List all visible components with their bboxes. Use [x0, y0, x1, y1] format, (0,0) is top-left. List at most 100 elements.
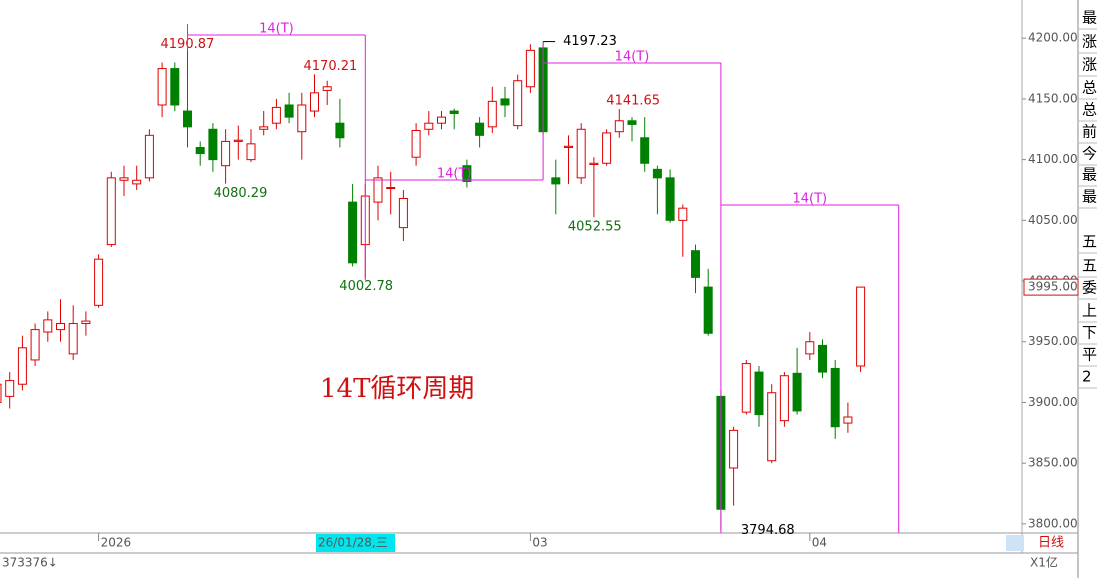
y-tick-label: 3900.00 — [1028, 395, 1078, 409]
candle-body — [779, 375, 789, 422]
panel-text: 2 — [1082, 368, 1092, 386]
candle-body — [652, 168, 662, 179]
candle-body — [754, 371, 764, 416]
candle-body — [68, 323, 78, 355]
candle-body — [297, 104, 307, 133]
y-tick-label: 3950.00 — [1028, 334, 1078, 348]
panel-text: 最 — [1082, 188, 1097, 206]
cycle-label: 14(T) — [259, 22, 294, 37]
candle-body — [437, 116, 446, 124]
candle-body — [5, 380, 15, 397]
candle-body — [703, 286, 713, 334]
candle-body — [322, 86, 332, 91]
candle-body — [691, 250, 700, 278]
candle-body — [792, 372, 802, 412]
last-price-box — [1023, 278, 1079, 296]
panel-text: 五 — [1082, 233, 1097, 251]
candle-body — [17, 347, 27, 385]
candle-body — [221, 140, 231, 167]
candle-body — [449, 110, 459, 114]
price-label: 4080.29 — [214, 186, 268, 201]
candle-body — [259, 126, 269, 130]
panel-text: 总 — [1082, 79, 1097, 97]
x-tick-label: 2026 — [101, 536, 132, 550]
volume-label: 373376↓ — [2, 556, 58, 570]
candle-body — [157, 68, 167, 106]
y-tick-label: 4150.00 — [1028, 91, 1078, 105]
y-tick-label: 4050.00 — [1028, 213, 1078, 227]
cycle-label: 14(T) — [792, 192, 827, 207]
candle-body — [411, 129, 421, 158]
candle-body — [576, 128, 586, 179]
candle-body — [665, 177, 675, 221]
panel-text: 今 — [1082, 145, 1097, 163]
candle-body — [373, 177, 383, 203]
panel-text: 最 — [1082, 166, 1097, 184]
candle-body — [56, 323, 65, 331]
cycle-label: 14(T) — [437, 167, 472, 182]
candle-body — [0, 383, 2, 403]
candle-body — [310, 92, 319, 112]
candle-body — [233, 139, 243, 142]
price-label: 3794.68 — [741, 523, 795, 538]
candle-body — [678, 207, 688, 221]
candle-body — [640, 137, 650, 164]
candle-body — [767, 392, 777, 462]
candle-body — [424, 122, 434, 130]
panel-text: 上 — [1082, 302, 1097, 320]
candle-body — [30, 329, 40, 361]
candle-body — [843, 416, 853, 424]
last-price-label: 3995.00 — [1028, 280, 1078, 294]
candle-body — [119, 177, 129, 181]
price-label: 4002.78 — [339, 279, 393, 294]
candle-body — [348, 201, 358, 264]
chart-title: 14T循环周期 — [320, 374, 474, 404]
candle-body — [602, 132, 612, 164]
candle-body — [335, 122, 345, 139]
panel-text: 委 — [1082, 279, 1097, 297]
candle-body — [94, 258, 104, 306]
candle-body — [132, 179, 142, 185]
candle-body — [284, 104, 294, 118]
x-tick-label: 03 — [532, 536, 547, 550]
cursor-label: 26/01/28,三 — [318, 536, 388, 550]
candle-body — [856, 286, 866, 367]
price-label: 4052.55 — [568, 220, 622, 235]
candle-body — [81, 320, 91, 325]
y-tick-label: 4100.00 — [1028, 152, 1078, 166]
candle-body — [170, 68, 180, 106]
candle-body — [830, 367, 840, 428]
panel-text: 涨 — [1082, 56, 1097, 74]
candle-body — [818, 344, 827, 373]
candle-body — [246, 143, 256, 161]
panel-text: 五 — [1082, 257, 1097, 275]
candle-body — [525, 49, 535, 88]
cycle-label: 14(T) — [615, 50, 650, 65]
candle-body — [627, 120, 637, 125]
candle-body — [729, 429, 739, 469]
unit-label: X1亿 — [1030, 555, 1058, 570]
candle-body — [589, 162, 599, 165]
candle-body — [487, 100, 497, 128]
panel-text: 总 — [1082, 101, 1097, 119]
candle-body — [144, 134, 154, 179]
candle-body — [106, 177, 116, 246]
price-label: 4141.65 — [606, 94, 660, 109]
candle-body — [741, 363, 751, 413]
y-tick-label: 3850.00 — [1028, 456, 1078, 470]
candle-body — [398, 197, 408, 229]
candle-body — [614, 120, 624, 133]
panel-text: 平 — [1082, 346, 1097, 364]
candle-body — [271, 106, 281, 124]
candle-body — [500, 98, 510, 106]
candle-body — [195, 146, 205, 155]
price-label: 4197.23 — [563, 34, 617, 49]
candle-body — [208, 128, 218, 161]
y-tick-label: 3800.00 — [1028, 516, 1078, 530]
period-box — [1006, 535, 1024, 551]
panel-text: 下 — [1082, 324, 1097, 342]
panel-text: 前 — [1082, 123, 1097, 141]
cursor-box — [316, 534, 395, 552]
